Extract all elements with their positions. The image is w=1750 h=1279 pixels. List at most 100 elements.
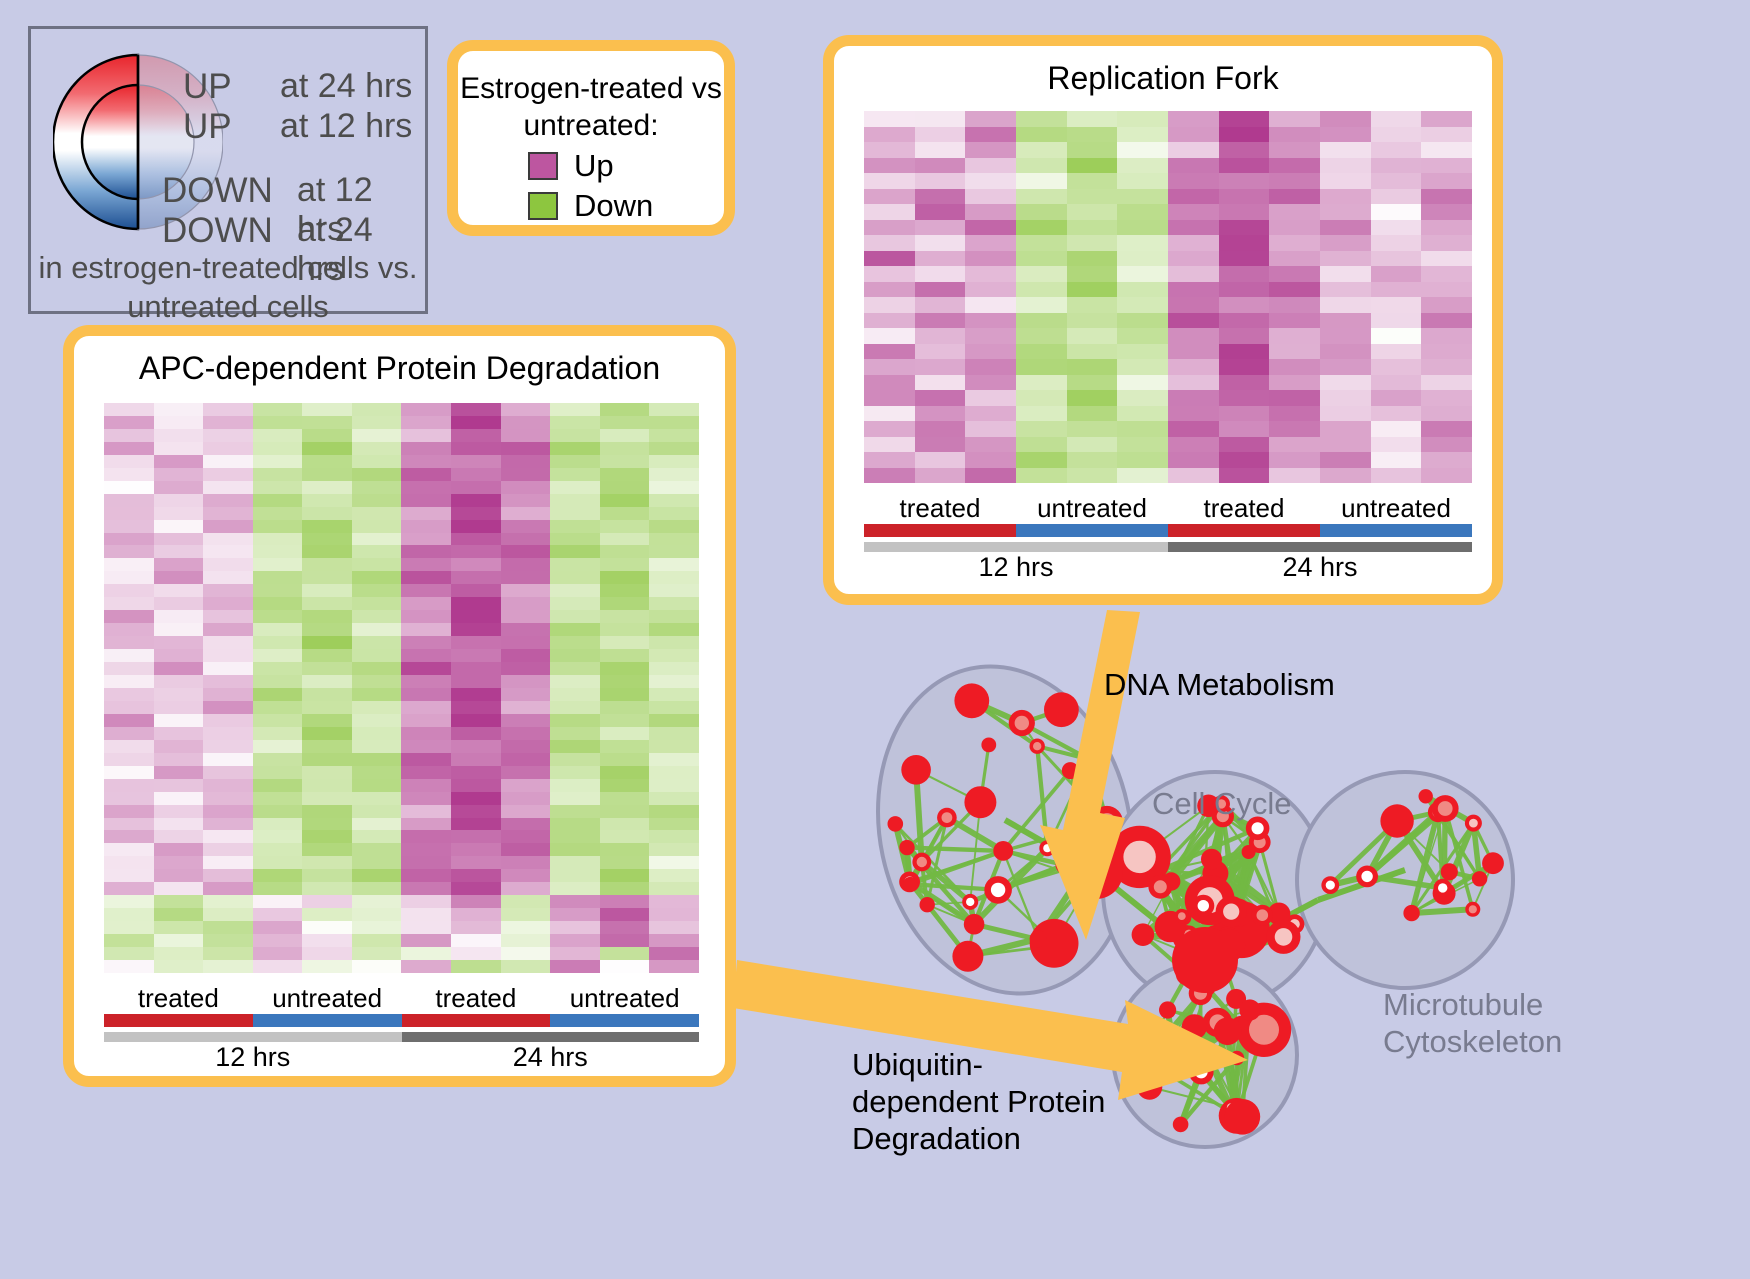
heat-cell [1370, 390, 1422, 406]
heat-cell [1370, 421, 1422, 437]
heat-cell [965, 390, 1016, 406]
heat-cell [451, 480, 501, 494]
heat-cell [649, 921, 699, 935]
heat-cell [914, 235, 966, 251]
heat-cell [1117, 250, 1168, 266]
heat-cell [1269, 467, 1320, 483]
heat-cell [914, 173, 966, 189]
heat-cell [965, 204, 1016, 220]
heat-cell [1320, 421, 1371, 437]
heat-cell [451, 636, 501, 650]
heat-cell [550, 428, 600, 442]
heat-cell [302, 804, 352, 818]
heat-cell [451, 467, 501, 481]
heat-cell [1016, 188, 1067, 204]
heat-cell [351, 700, 402, 714]
heat-cell [203, 804, 253, 818]
heat-cell [1421, 452, 1472, 468]
heat-cell [965, 374, 1016, 390]
heat-cell [1016, 235, 1067, 251]
heat-cell [252, 843, 303, 857]
heat-cell [302, 752, 352, 766]
heat-cell [599, 519, 650, 533]
heat-cell [1421, 390, 1472, 406]
heat-cell [1066, 204, 1118, 220]
heat-cell [203, 856, 253, 870]
heat-cell [153, 752, 204, 766]
heat-cell [1269, 281, 1320, 297]
heat-cell [1168, 467, 1219, 483]
heat-cell [104, 947, 154, 961]
heat-cell [104, 778, 154, 792]
time-label: 24 hrs [1282, 552, 1358, 582]
heat-cell [153, 428, 204, 442]
heat-cell [1269, 297, 1320, 313]
heat-cell [252, 428, 303, 442]
heat-cell [550, 778, 600, 792]
heat-cell [1269, 452, 1320, 468]
heat-cell [550, 856, 600, 870]
heat-cell [153, 869, 204, 883]
heat-cell [104, 623, 154, 637]
heat-cell [252, 778, 303, 792]
heat-cell [104, 403, 154, 416]
heat-cell [914, 126, 966, 142]
heat-cell [401, 713, 452, 727]
heat-cell [1016, 328, 1067, 344]
heat-cell [451, 778, 501, 792]
heat-cell [599, 415, 650, 429]
heat-cell [500, 817, 551, 831]
heat-cell [451, 675, 501, 688]
heat-cell [864, 343, 915, 359]
heat-cell [1117, 343, 1168, 359]
heat-cell [550, 545, 600, 559]
apc-time-bar [104, 1032, 699, 1042]
apc-degradation-heatmap [104, 403, 699, 973]
heat-cell [649, 545, 699, 559]
heat-cell [550, 610, 600, 624]
heat-cell [1320, 374, 1371, 390]
heat-cell [1320, 390, 1371, 406]
expression-key-disc [51, 47, 224, 237]
heat-cell [1066, 266, 1118, 282]
heat-cell [864, 157, 915, 173]
heat-cell [1117, 204, 1168, 220]
heat-cell [252, 700, 303, 714]
heat-cell [1370, 266, 1422, 282]
heat-cell [1066, 111, 1118, 127]
heat-cell [1370, 343, 1422, 359]
heat-cell [1320, 173, 1371, 189]
heat-cell [1117, 142, 1168, 158]
heat-cell [351, 532, 402, 546]
heat-cell [550, 467, 600, 481]
heat-cell [203, 506, 253, 520]
heat-cell [1370, 359, 1422, 375]
heat-cell [649, 623, 699, 637]
heat-cell [1117, 436, 1168, 452]
heat-cell [649, 778, 699, 792]
heat-cell [914, 297, 966, 313]
heat-cell [864, 173, 915, 189]
heat-cell [550, 947, 600, 961]
heat-cell [599, 778, 650, 792]
heat-cell [252, 830, 303, 844]
heat-cell [1117, 452, 1168, 468]
heat-cell [500, 428, 551, 442]
heat-cell [550, 830, 600, 844]
heat-cell [599, 597, 650, 611]
heat-cell [203, 687, 253, 701]
time-color-segment [864, 542, 1168, 552]
heat-cell [153, 480, 204, 494]
heat-cell [153, 467, 204, 481]
heat-cell [302, 869, 352, 883]
heat-cell [153, 545, 204, 559]
heat-cell [451, 817, 501, 831]
heat-cell [599, 869, 650, 883]
heat-cell [649, 960, 699, 973]
heat-cell [1269, 173, 1320, 189]
heat-cell [351, 765, 402, 779]
heat-cell [302, 675, 352, 688]
heat-cell [302, 791, 352, 805]
heat-cell [104, 726, 154, 740]
heat-cell [401, 649, 452, 663]
